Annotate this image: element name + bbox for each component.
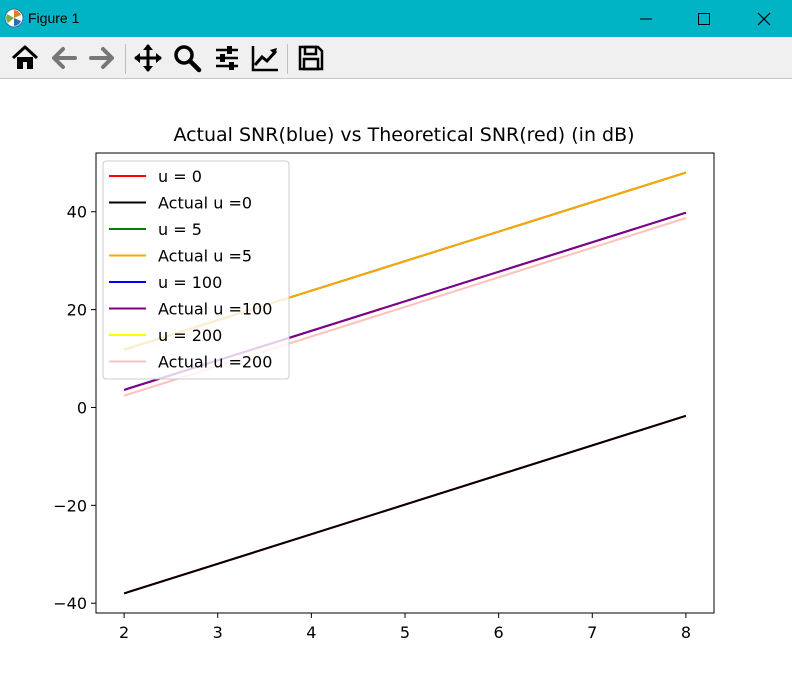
legend-label: Actual u =0 <box>158 194 252 213</box>
x-tick-label: 6 <box>494 623 504 642</box>
forward-button[interactable] <box>85 41 119 75</box>
legend: u = 0 Actual u =0 u = 5 Actual u =5 u = 100 A… <box>102 160 290 380</box>
home-button[interactable] <box>8 41 42 75</box>
x-tick-label: 2 <box>119 623 129 642</box>
toolbar-separator <box>125 44 126 74</box>
arrow-left-icon <box>52 47 77 69</box>
legend-label: u = 0 <box>158 167 202 186</box>
customize-button[interactable] <box>248 41 282 75</box>
minimize-button[interactable] <box>622 0 670 37</box>
back-button[interactable] <box>47 41 81 75</box>
arrow-right-icon <box>89 47 114 69</box>
y-tick-label: 40 <box>67 203 87 222</box>
save-button[interactable] <box>294 41 328 75</box>
x-tick-label: 4 <box>306 623 316 642</box>
line-chart-icon <box>251 46 278 72</box>
y-tick-label: −20 <box>53 496 87 515</box>
window-titlebar: Figure 1 <box>0 0 792 37</box>
axes: 2 3 4 5 6 7 8 40 20 0 −20 −40 <box>53 203 691 642</box>
legend-label: Actual u =100 <box>158 300 272 319</box>
y-tick-label: 20 <box>67 301 87 320</box>
sliders-icon <box>216 46 238 70</box>
close-icon <box>757 12 771 25</box>
x-tick-label: 3 <box>213 623 223 642</box>
magnifier-icon <box>174 45 202 73</box>
legend-label: Actual u =200 <box>158 353 272 372</box>
series-line <box>123 414 687 595</box>
y-tick-label: 0 <box>77 398 87 417</box>
legend-box <box>102 160 290 380</box>
minimize-icon <box>640 18 652 19</box>
x-tick-label: 5 <box>400 623 410 642</box>
legend-label: u = 100 <box>158 273 222 292</box>
x-tick-label: 7 <box>587 623 597 642</box>
toolbar-separator <box>287 44 288 74</box>
maximize-button[interactable] <box>680 0 728 37</box>
home-icon <box>11 45 39 69</box>
x-tick-label: 8 <box>681 623 691 642</box>
legend-label: u = 200 <box>158 326 222 345</box>
legend-label: u = 5 <box>158 220 202 239</box>
legend-label: Actual u =5 <box>158 247 252 266</box>
figure-canvas[interactable]: Actual SNR(blue) vs Theoretical SNR(red)… <box>0 79 792 677</box>
navigation-toolbar <box>0 37 792 79</box>
app-icon <box>4 8 24 28</box>
subplots-button[interactable] <box>210 41 244 75</box>
move-icon <box>134 44 162 72</box>
floppy-disk-icon <box>298 45 324 71</box>
y-tick-label: −40 <box>53 594 87 613</box>
zoom-button[interactable] <box>170 41 204 75</box>
pan-button[interactable] <box>131 41 165 75</box>
window-title: Figure 1 <box>28 10 80 26</box>
close-button[interactable] <box>740 0 788 37</box>
chart-title: Actual SNR(blue) vs Theoretical SNR(red)… <box>173 124 634 146</box>
maximize-icon <box>698 12 710 25</box>
